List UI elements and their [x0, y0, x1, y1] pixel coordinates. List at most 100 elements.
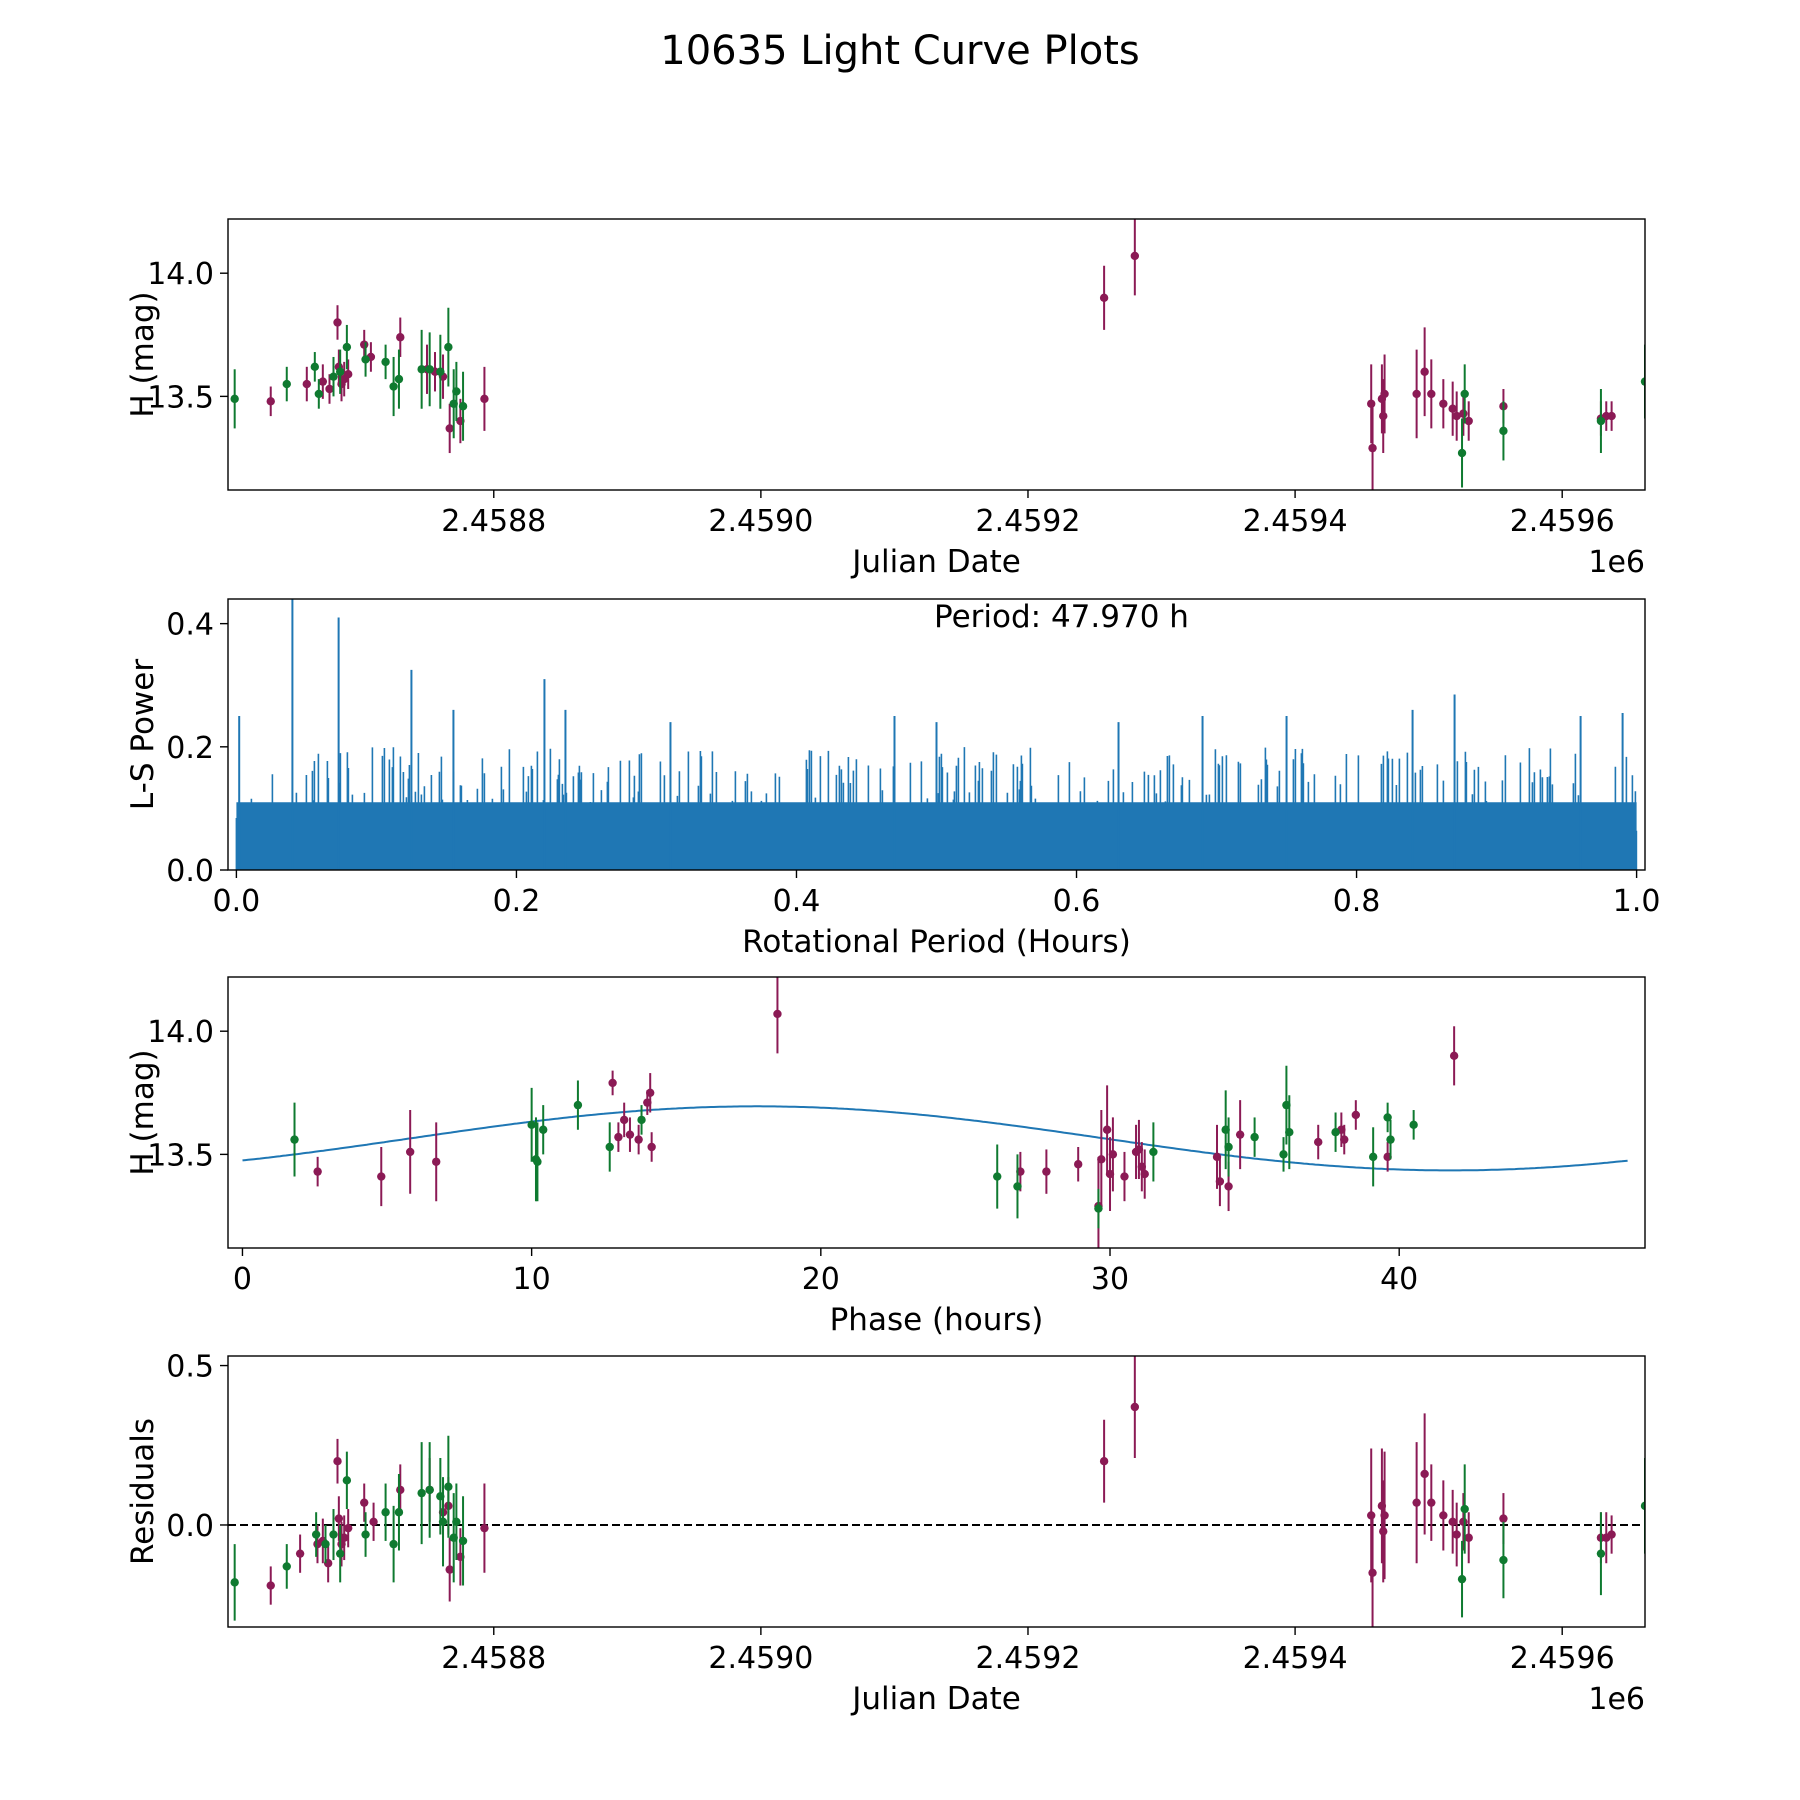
- data-point: [458, 1536, 468, 1546]
- data-point: [295, 1549, 305, 1558]
- x-tick-label: 40: [1380, 1262, 1418, 1297]
- data-point: [458, 402, 468, 411]
- data-point: [335, 367, 345, 376]
- axes-frame: [227, 598, 1646, 871]
- data-point: [1120, 1172, 1129, 1181]
- data-point: [1457, 448, 1467, 458]
- data-point: [1379, 1527, 1388, 1536]
- data-point: [389, 1539, 398, 1549]
- data-point: [333, 318, 342, 327]
- axes-frame: [227, 1355, 1646, 1628]
- data-point: [1607, 1530, 1616, 1539]
- data-point: [266, 1581, 275, 1590]
- data-point: [1215, 1177, 1225, 1186]
- data-point: [302, 379, 311, 389]
- plot-area: [230, 219, 1645, 490]
- data-point: [480, 1523, 489, 1533]
- subplot-1: 2.4588 2.4590 2.4592 2.4594 2.4596 13.5 14.0 Ju…: [125, 218, 1646, 580]
- data-point: [333, 1457, 342, 1466]
- data-point: [1427, 1498, 1436, 1507]
- data-point: [1224, 1142, 1233, 1152]
- data-point: [1448, 404, 1457, 413]
- data-point: [1607, 411, 1616, 421]
- data-point: [438, 1517, 448, 1526]
- x-tick-label: 2.4588: [441, 504, 546, 539]
- data-point: [1412, 389, 1421, 399]
- data-point: [445, 1565, 454, 1574]
- x-axis-label: Rotational Period (Hours): [742, 924, 1131, 960]
- data-point: [608, 1078, 617, 1088]
- data-point: [1439, 399, 1448, 408]
- x-tick-label: 0.8: [1333, 884, 1381, 919]
- x-axis-label: Julian Date: [850, 544, 1021, 580]
- data-point: [394, 374, 404, 384]
- data-point: [1499, 1514, 1508, 1523]
- y-tick-label: 0.4: [166, 608, 214, 643]
- data-point: [1427, 389, 1436, 399]
- data-point: [342, 342, 352, 352]
- data-point: [1452, 1530, 1461, 1539]
- data-point: [1596, 1549, 1606, 1558]
- data-point: [1250, 1132, 1259, 1142]
- plot-area: [235, 599, 1638, 870]
- y-tick-label: 13.5: [147, 380, 214, 415]
- data-point: [1013, 1182, 1022, 1191]
- data-point: [361, 355, 370, 364]
- x-tick-label: 2.4590: [708, 1641, 813, 1676]
- data-point: [432, 1157, 441, 1166]
- data-point: [282, 379, 291, 389]
- x-tick-label: 2.4588: [441, 1641, 546, 1676]
- data-point: [1448, 1517, 1457, 1526]
- data-point: [334, 1514, 344, 1523]
- x-tick-label: 2.4596: [1510, 1641, 1615, 1676]
- x-tick-label: 2.4594: [1243, 504, 1348, 539]
- data-point: [1459, 1517, 1468, 1526]
- data-point: [405, 1147, 415, 1157]
- x-axis-label: Julian Date: [850, 1681, 1021, 1717]
- data-point: [343, 1523, 353, 1533]
- data-point: [452, 1517, 461, 1526]
- data-point: [1285, 1128, 1294, 1137]
- y-tick-label: 14.0: [147, 1015, 214, 1050]
- data-point: [1499, 1555, 1508, 1565]
- data-point: [1368, 1568, 1377, 1578]
- data-point: [480, 394, 489, 404]
- data-point: [394, 1508, 404, 1517]
- x-tick-label: 2.4592: [975, 504, 1080, 539]
- data-point: [425, 1485, 434, 1495]
- data-point: [1340, 1135, 1349, 1144]
- x-axis-label: Phase (hours): [830, 1302, 1044, 1338]
- data-point: [1331, 1128, 1340, 1137]
- data-point: [339, 1533, 349, 1542]
- data-point: [321, 1539, 330, 1549]
- data-point: [425, 365, 434, 374]
- data-point: [605, 1142, 614, 1152]
- y-tick-label: 0.5: [166, 1350, 214, 1385]
- data-point: [1368, 1152, 1378, 1162]
- data-point: [1420, 367, 1429, 376]
- data-point: [311, 1530, 321, 1539]
- data-point: [527, 1120, 536, 1130]
- data-point: [1459, 409, 1468, 418]
- x-tick-label: 30: [1091, 1262, 1129, 1297]
- axes-frame: [227, 976, 1646, 1249]
- data-point: [1099, 1457, 1109, 1466]
- x-tick-label: 10: [513, 1262, 551, 1297]
- x-tick-label: 0.6: [1053, 884, 1101, 919]
- data-point: [1383, 1113, 1392, 1122]
- data-point: [993, 1172, 1002, 1181]
- data-point: [1367, 1511, 1376, 1520]
- x-tick-label: 1.0: [1613, 884, 1661, 919]
- data-point: [335, 1549, 345, 1558]
- data-point: [634, 1135, 643, 1144]
- data-point: [318, 377, 328, 386]
- data-point: [1596, 416, 1606, 426]
- subplot-4: 2.4588 2.4590 2.4592 2.4594 2.4596 0.0 0.5 Juli…: [125, 1350, 1646, 1717]
- data-point: [282, 1562, 291, 1571]
- data-point: [396, 1485, 405, 1495]
- y-axis-label: L-S Power: [125, 659, 161, 810]
- data-point: [445, 424, 454, 433]
- data-point: [533, 1157, 542, 1166]
- data-point: [444, 1482, 453, 1491]
- data-point: [1380, 1511, 1389, 1520]
